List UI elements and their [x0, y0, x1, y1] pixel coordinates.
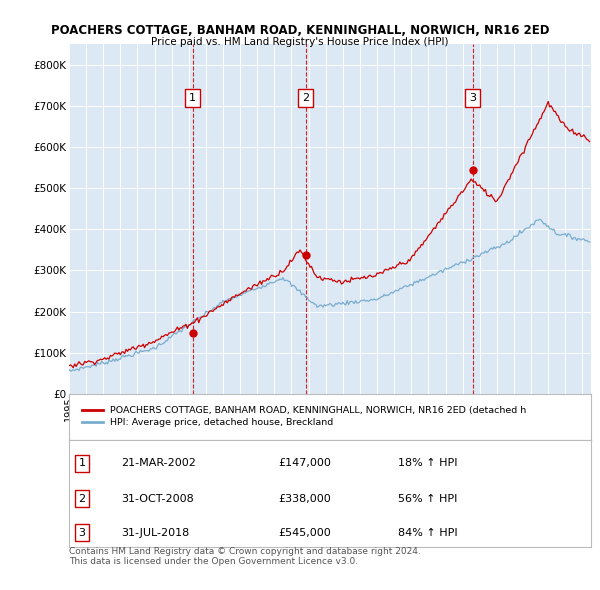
Text: 3: 3 [79, 528, 86, 537]
Text: Price paid vs. HM Land Registry's House Price Index (HPI): Price paid vs. HM Land Registry's House … [151, 37, 449, 47]
Text: 3: 3 [469, 93, 476, 103]
Text: 2: 2 [302, 93, 309, 103]
Text: 56% ↑ HPI: 56% ↑ HPI [398, 494, 457, 504]
Text: £147,000: £147,000 [278, 458, 331, 468]
Text: 1: 1 [79, 458, 86, 468]
Text: 21-MAR-2002: 21-MAR-2002 [121, 458, 196, 468]
Text: 1: 1 [189, 93, 196, 103]
Text: 18% ↑ HPI: 18% ↑ HPI [398, 458, 457, 468]
Text: £338,000: £338,000 [278, 494, 331, 504]
Text: 2: 2 [79, 494, 86, 504]
Text: 84% ↑ HPI: 84% ↑ HPI [398, 528, 457, 537]
Text: 31-JUL-2018: 31-JUL-2018 [121, 528, 190, 537]
Legend: POACHERS COTTAGE, BANHAM ROAD, KENNINGHALL, NORWICH, NR16 2ED (detached h, HPI: : POACHERS COTTAGE, BANHAM ROAD, KENNINGHA… [79, 404, 529, 430]
Text: 31-OCT-2008: 31-OCT-2008 [121, 494, 194, 504]
Text: POACHERS COTTAGE, BANHAM ROAD, KENNINGHALL, NORWICH, NR16 2ED: POACHERS COTTAGE, BANHAM ROAD, KENNINGHA… [51, 24, 549, 37]
Text: £545,000: £545,000 [278, 528, 331, 537]
Text: Contains HM Land Registry data © Crown copyright and database right 2024.
This d: Contains HM Land Registry data © Crown c… [69, 547, 421, 566]
